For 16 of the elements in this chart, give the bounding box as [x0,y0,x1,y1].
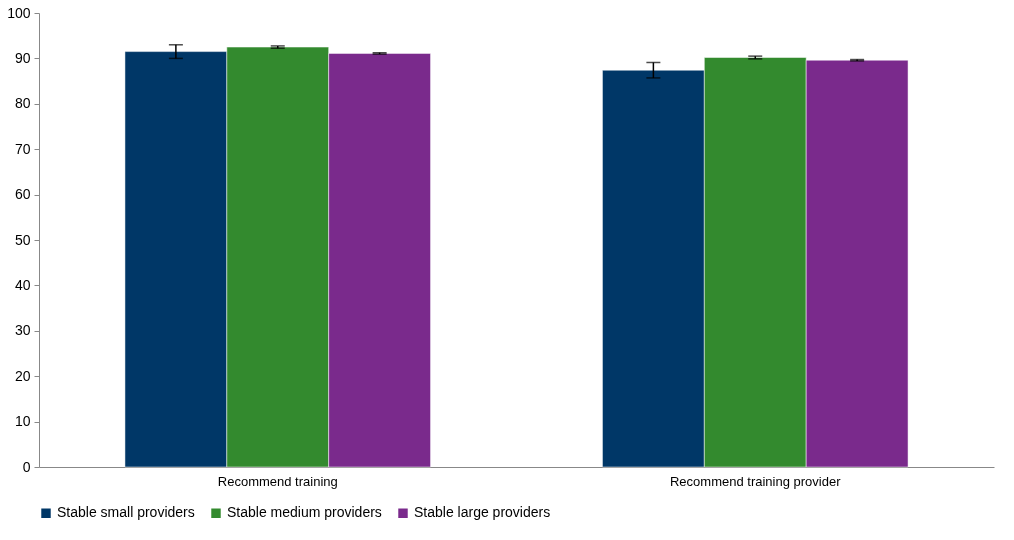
y-tick-label: 20 [14,367,31,384]
y-tick-label: 0 [22,458,31,475]
x-tick-label: Recommend training [217,473,338,489]
y-tick-label: 60 [14,186,31,203]
y-tick-label: 70 [14,140,31,157]
legend-label: Stable small providers [57,504,195,521]
legend-label: Stable medium providers [227,504,382,521]
y-tick-label: 10 [14,413,31,430]
y-tick-label: 40 [14,276,31,293]
x-tick-label: Recommend training provider [669,473,842,489]
legend-label: Stable large providers [414,504,551,521]
y-tick-label: 80 [14,95,31,112]
y-tick-label: 90 [14,49,31,66]
y-tick-label: 30 [14,322,31,339]
y-tick-label: 100 [7,4,31,21]
y-tick-label: 50 [14,231,31,248]
